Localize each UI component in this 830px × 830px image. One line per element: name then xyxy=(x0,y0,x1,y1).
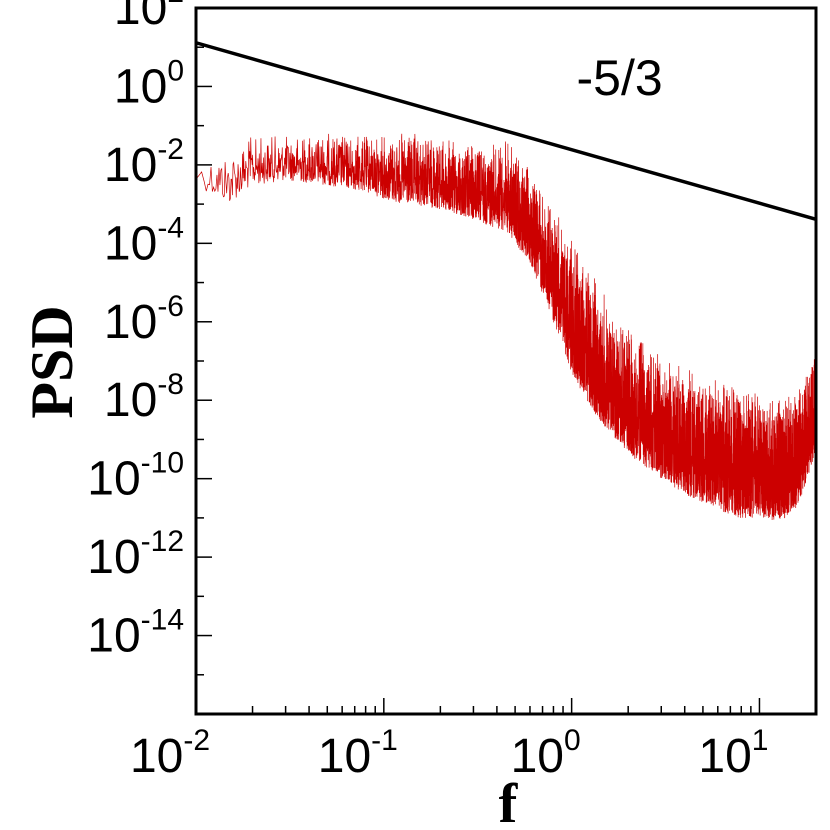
x-tick-label: 100 xyxy=(511,724,581,783)
x-tick-label: 101 xyxy=(698,724,768,783)
y-tick-label: 10-8 xyxy=(104,368,184,427)
y-tick-label: 10-10 xyxy=(87,447,184,506)
y-tick-label: 10-14 xyxy=(87,604,184,663)
y-tick-label: 10-6 xyxy=(104,290,184,349)
slope-annotation: -5/3 xyxy=(576,50,662,106)
x-axis-title: f xyxy=(499,773,519,830)
reference-line-group xyxy=(195,41,817,221)
y-tick-label: 10-12 xyxy=(87,525,184,584)
y-axis-title: PSD xyxy=(19,305,85,418)
y-tick-label: 102 xyxy=(114,0,184,35)
x-tick-labels: 10-2 10-1 100 101 xyxy=(130,724,769,783)
x-tick-label: 10-1 xyxy=(318,724,398,783)
axis-ticks xyxy=(195,7,817,715)
y-tick-label: 10-2 xyxy=(104,133,184,192)
x-tick-label: 10-2 xyxy=(130,724,210,783)
y-tick-labels: 102 100 10-2 10-4 10-6 10-8 10-10 10-12 10-14 xyxy=(87,0,184,663)
psd-spectrum-line xyxy=(195,133,817,520)
y-tick-label: 100 xyxy=(114,54,184,113)
plot-frame xyxy=(194,6,818,716)
reference-slope-line xyxy=(195,41,817,221)
psd-spectrum-series xyxy=(195,133,817,520)
y-tick-label: 10-4 xyxy=(104,211,184,270)
